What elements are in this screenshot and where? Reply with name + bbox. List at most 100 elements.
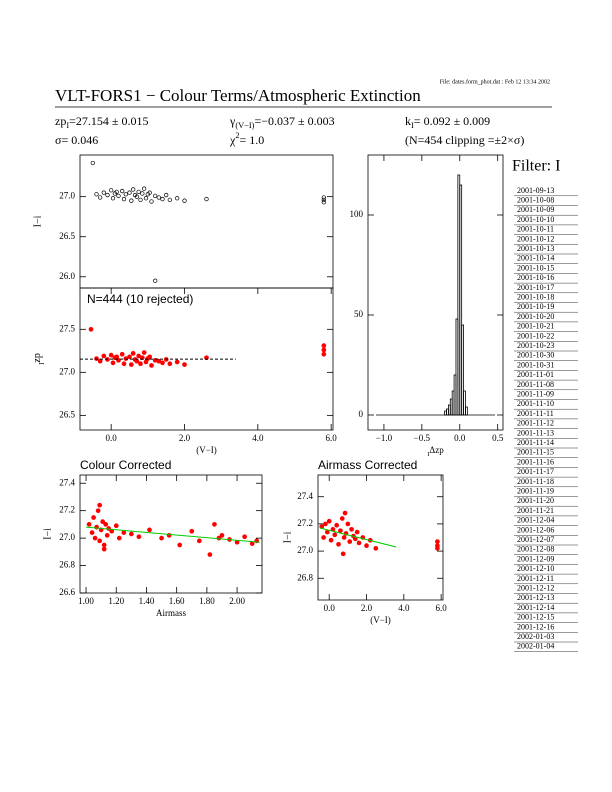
y-tick-label: 27.0 — [59, 532, 75, 542]
text-part: I — [66, 121, 69, 130]
data-point — [334, 522, 340, 528]
text-part: γ — [229, 114, 236, 128]
data-point — [196, 538, 202, 544]
text-part: = 0.046 — [61, 133, 98, 147]
data-point — [356, 540, 362, 546]
date-entry: 2001-12-06 — [517, 525, 554, 534]
data-point — [94, 192, 99, 197]
data-point — [119, 351, 125, 357]
date-entry: 2001-11-14 — [517, 438, 554, 447]
data-point — [249, 541, 255, 546]
x-tick-label: 1.20 — [108, 596, 124, 606]
x-tick-label: 6.0 — [436, 603, 448, 613]
date-entry: 2001-12-11 — [517, 574, 554, 583]
data-point — [121, 361, 127, 367]
fit-line — [85, 526, 260, 543]
date-entry: 2001-10-15 — [517, 263, 554, 272]
x-tick-label: 0.0 — [106, 433, 118, 443]
date-entry: 2001-10-23 — [517, 341, 554, 350]
data-point — [116, 193, 121, 199]
y-axis-label: I−i — [282, 531, 293, 543]
data-point — [105, 192, 110, 198]
data-point — [167, 197, 172, 203]
plot-frame — [79, 154, 334, 289]
date-entry: 2001-10-14 — [517, 254, 554, 263]
data-point — [136, 189, 141, 195]
data-point — [182, 362, 187, 367]
data-point — [143, 196, 149, 201]
fit-statistic: σ= 0.046 — [55, 133, 98, 147]
x-tick-label: 0.0 — [454, 433, 466, 443]
y-tick-label: 27.2 — [297, 518, 313, 528]
text-part: k — [405, 114, 411, 128]
x-tick-label: 4.0 — [398, 603, 410, 613]
x-tick-label: 1.40 — [139, 596, 155, 606]
data-point — [182, 198, 187, 203]
x-tick-label: 1.00 — [78, 596, 94, 606]
data-point — [147, 190, 152, 195]
date-entry: 2001-12-14 — [517, 603, 554, 612]
data-point — [328, 537, 334, 543]
y-axis-label: Izp — [32, 353, 45, 365]
data-point — [349, 526, 354, 532]
date-entry: 2001-11-15 — [517, 448, 554, 457]
histogram-bin — [461, 324, 464, 416]
data-point — [136, 353, 142, 359]
date-entry: 2001-11-16 — [517, 457, 554, 466]
data-point — [153, 193, 158, 199]
fit-statistic: zpI=27.154 ± 0.015 — [55, 114, 148, 131]
date-entry: 2001-11-12 — [517, 419, 554, 428]
data-point — [341, 535, 347, 540]
data-point — [97, 538, 102, 544]
data-point — [219, 533, 225, 538]
data-point — [91, 515, 96, 520]
text-part: χ — [229, 133, 236, 147]
date-entry: 2001-12-12 — [517, 584, 554, 593]
date-entry: 2002-01-03 — [517, 632, 554, 641]
data-point — [101, 546, 107, 552]
data-point — [131, 187, 136, 192]
date-entry: 2001-10-16 — [517, 273, 554, 282]
data-point — [323, 521, 328, 527]
text-part: σ — [55, 133, 62, 147]
histogram-bin — [459, 184, 463, 416]
date-entry: 2001-10-30 — [517, 351, 554, 360]
data-point — [345, 521, 351, 527]
date-entry: 2001-11-19 — [517, 487, 554, 496]
data-point — [89, 530, 95, 535]
y-tick-label: 26.8 — [59, 560, 75, 570]
fit-statistic: (N=454 clipping =±2×σ) — [405, 133, 524, 147]
data-point — [92, 535, 98, 541]
data-point — [140, 191, 145, 196]
x-tick-label: 1.80 — [199, 596, 215, 606]
date-entry: 2001-10-10 — [517, 215, 554, 224]
text-part: I — [427, 451, 429, 458]
data-point — [138, 197, 143, 203]
text-part: = 1.0 — [240, 133, 265, 147]
data-point — [110, 196, 116, 201]
y-axis-label: I−i — [32, 215, 43, 227]
data-point — [326, 518, 332, 524]
date-entry: 2001-11-21 — [517, 506, 554, 515]
plot-area — [85, 502, 260, 557]
panel-title: Airmass Corrected — [318, 458, 417, 472]
data-point — [336, 541, 341, 547]
fit-statistic: γ(V−I)=−0.037 ± 0.003 — [229, 114, 335, 131]
file-info: File: dates.form_phot.dat : Feb 12 13:34… — [440, 78, 550, 85]
data-point — [373, 546, 379, 551]
data-point — [116, 535, 122, 541]
data-point — [134, 194, 139, 199]
date-entry: 2001-11-01 — [517, 370, 554, 379]
date-entry: 2001-12-09 — [517, 554, 554, 563]
x-tick-label: 2.0 — [179, 433, 191, 443]
text-part: =27.154 ± 0.015 — [69, 114, 148, 128]
date-entry: 2001-10-20 — [517, 312, 554, 321]
x-tick-label: 6.0 — [326, 433, 338, 443]
data-point — [321, 343, 327, 349]
data-point — [189, 528, 195, 534]
data-point — [321, 197, 326, 203]
date-entry: 2001-10-31 — [517, 360, 554, 369]
date-entry: 2001-11-11 — [517, 409, 554, 418]
y-tick-label: 26.8 — [297, 572, 313, 582]
